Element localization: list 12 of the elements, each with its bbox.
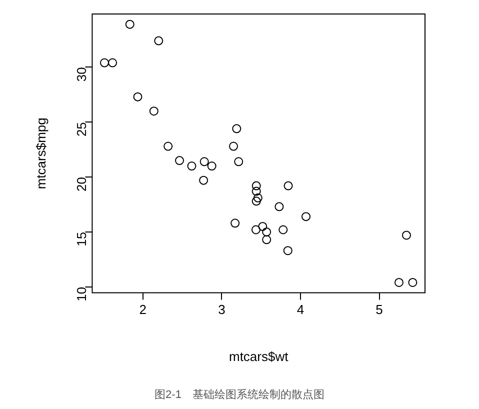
x-axis-title: mtcars$wt — [228, 348, 289, 364]
y-tick-label: 10 — [74, 286, 89, 302]
y-tick-label: 15 — [74, 232, 89, 246]
x-tick-label: 5 — [376, 302, 383, 318]
y-tick-label: 25 — [74, 122, 89, 137]
y-tick-label: 20 — [74, 177, 89, 192]
x-tick-label: 4 — [296, 302, 304, 318]
x-tick-label: 3 — [218, 302, 226, 318]
y-axis-title: mtcars$mpg — [33, 118, 48, 190]
y-tick-label: 30 — [74, 67, 89, 82]
x-tick-label: 2 — [139, 302, 146, 318]
caption: 图2-1 基础绘图系统绘制的散点图 — [154, 388, 324, 402]
